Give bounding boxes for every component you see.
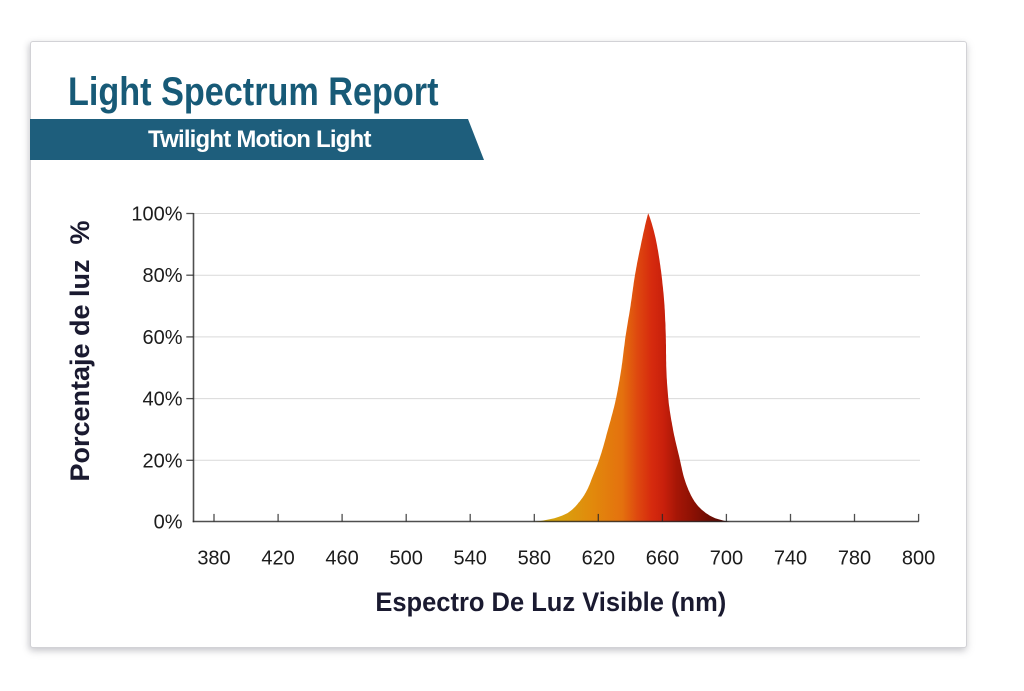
svg-text:380: 380: [197, 548, 230, 570]
svg-text:780: 780: [838, 548, 871, 570]
svg-text:60%: 60%: [142, 327, 182, 349]
svg-text:40%: 40%: [142, 389, 182, 411]
svg-text:Espectro De Luz Visible (nm): Espectro De Luz Visible (nm): [375, 586, 726, 617]
svg-text:540: 540: [454, 548, 487, 570]
svg-text:580: 580: [518, 548, 551, 570]
svg-text:700: 700: [710, 548, 743, 570]
svg-text:620: 620: [582, 548, 615, 570]
svg-text:420: 420: [261, 548, 294, 570]
svg-text:20%: 20%: [142, 450, 182, 472]
svg-text:740: 740: [774, 548, 807, 570]
svg-text:460: 460: [325, 548, 358, 570]
svg-text:660: 660: [646, 548, 679, 570]
svg-text:500: 500: [390, 548, 423, 570]
svg-text:80%: 80%: [142, 265, 182, 287]
svg-text:800: 800: [902, 548, 935, 570]
svg-text:100%: 100%: [131, 204, 182, 226]
svg-text:Porcentaje de luz %: Porcentaje de luz %: [65, 220, 95, 481]
svg-text:0%: 0%: [154, 512, 183, 534]
